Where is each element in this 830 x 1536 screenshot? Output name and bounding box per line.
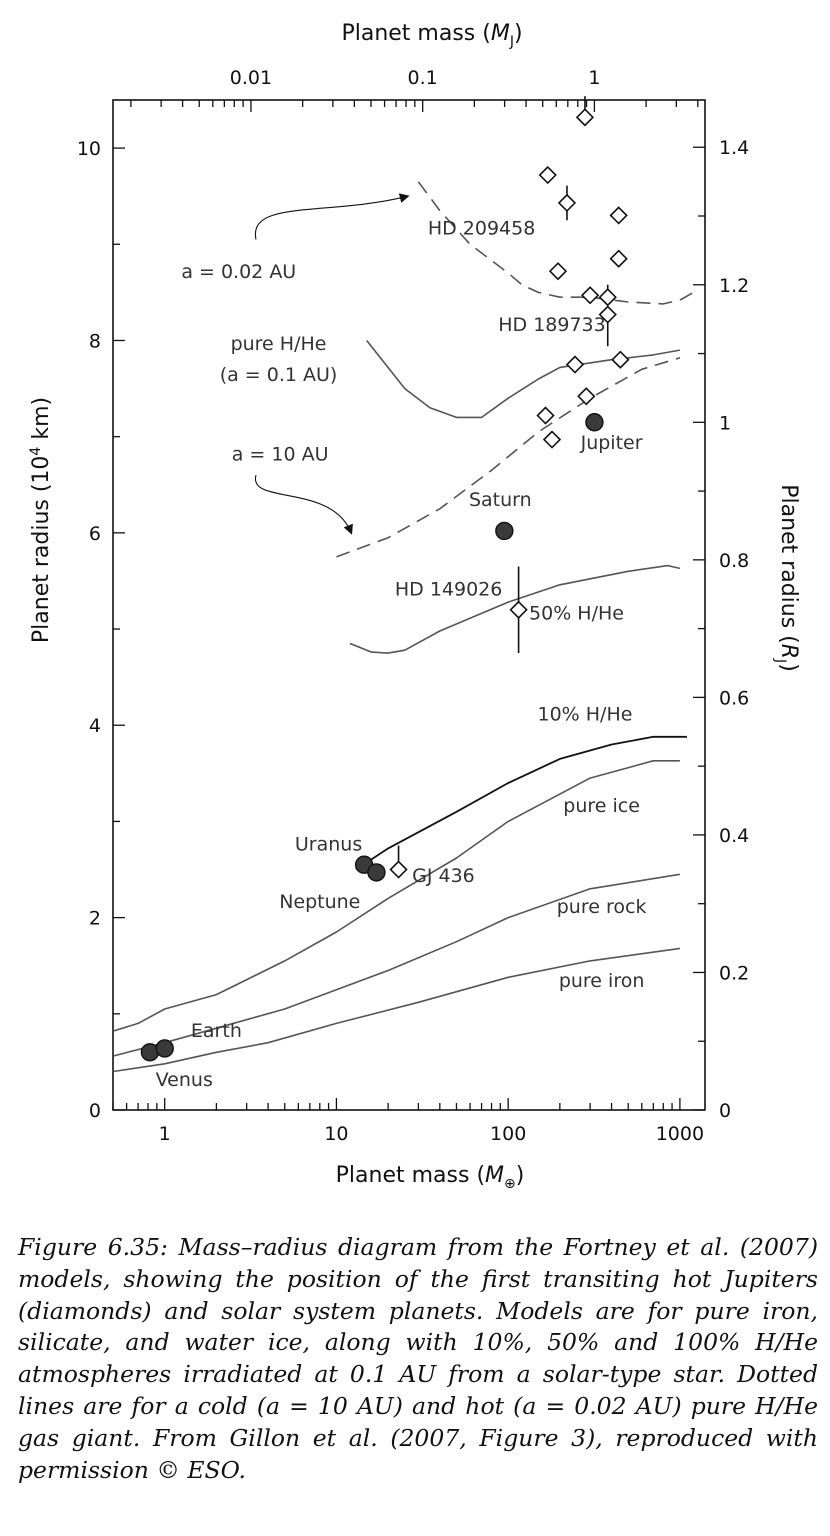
annotation-label: Venus [156,1069,213,1091]
x-axis-title-bottom: Planet mass (M⊕) [336,1163,525,1192]
annotation-label: (a = 0.1 AU) [220,364,338,386]
curve-pure-h-he-a-0-1-au [366,340,681,419]
y-right-tick-label: 0.6 [719,687,749,709]
y-right-tick-label: 1.2 [719,275,749,297]
y-right-tick-label: 1 [719,412,731,434]
annotations: HD 209458 HD 189733 a = 0.02 AU pure H/He (a… [156,218,647,1091]
curve-a-10-au [336,357,681,558]
annotation-arrows [254,193,410,535]
y-right-tick-label: 0.2 [719,962,749,984]
annotation-label: HD 149026 [395,578,503,600]
transiting-planet-diamond [609,206,628,225]
transiting-planet-diamond [389,860,408,879]
arrow-a-10-au [255,475,353,535]
annotation-label: Jupiter [580,432,643,454]
annotation-label: Earth [191,1020,242,1042]
annotation-label: pure iron [559,970,645,992]
y-left-tick-label: 10 [77,138,101,160]
y-right-tick-label: 0.4 [719,825,749,847]
annotation-label: HD 189733 [498,314,606,336]
y-left-tick-label: 2 [89,908,101,930]
transiting-planet-diamond [611,350,630,369]
annotation-label: Uranus [295,833,362,855]
solar-system-planet-earth [155,1039,174,1058]
curve-pure-ice [112,760,680,1032]
y-axis-title-right: Planet radius (RJ) [772,484,801,672]
y-right-tick-label: 1.4 [719,137,749,159]
transiting-planet-diamond [598,305,617,324]
annotation-label: HD 209458 [428,218,536,240]
x-top-tick-label: 0.1 [408,67,438,89]
y-axis-title-left: Planet radius (104 km) [28,397,54,643]
x-axis-title-top: Planet mass (MJ) [341,21,522,50]
curve-50-h-he [349,564,681,654]
curve-pure-iron [112,947,681,1073]
annotation-label: Saturn [469,489,532,511]
planet-markers [140,96,630,1062]
annotation-label: pure rock [557,896,647,918]
transiting-planet-diamond [509,600,528,619]
y-left-tick-label: 0 [89,1100,101,1122]
x-bottom-tick-label: 10 [324,1123,348,1145]
annotation-label: Neptune [279,891,360,913]
transiting-planet-diamond [580,286,600,305]
annotation-label: 50% H/He [529,602,624,624]
annotation-label: a = 10 AU [232,444,329,466]
annotation-label: a = 0.02 AU [181,261,296,283]
x-bottom-tick-label: 1 [159,1123,171,1145]
solar-system-planet-jupiter [585,413,604,432]
y-left-tick-label: 4 [89,715,101,737]
transiting-planet-diamond [538,165,557,185]
transiting-planet-diamond [575,108,595,127]
transiting-planet-diamond [557,193,577,213]
solar-system-planet-neptune [367,863,386,882]
figure-caption: Figure 6.35: Mass–radius diagram from th… [18,1233,818,1484]
transiting-planet-diamond [542,430,562,449]
transiting-planet-diamond [598,288,617,307]
x-bottom-tick-label: 1000 [656,1123,704,1145]
annotation-label: pure H/He [231,333,327,355]
x-bottom-tick-label: 100 [490,1123,526,1145]
annotation-label: 10% H/He [537,703,632,725]
annotation-label: GJ 436 [412,865,475,887]
transiting-planet-diamond [536,406,555,425]
annotation-label: pure ice [563,795,640,817]
y-right-tick-label: 0.8 [719,550,749,572]
curve-pure-rock [112,873,681,1057]
transiting-planet-diamond [577,387,596,406]
curve-a-0-02-au [417,181,694,305]
x-top-tick-label: 1 [588,67,600,89]
y-left-tick-label: 6 [89,523,101,545]
curve-10-h-he [355,735,687,871]
transiting-planet-diamond [548,262,568,281]
transiting-planet-diamond [565,355,585,374]
y-left-tick-label: 8 [89,330,101,352]
arrow-a-0-02-au [254,193,410,240]
y-right-tick-label: 0 [719,1100,731,1122]
plot-border [112,99,706,1111]
x-top-tick-label: 0.01 [230,67,272,89]
solar-system-planet-saturn [495,521,514,541]
transiting-planet-diamond [609,249,628,268]
